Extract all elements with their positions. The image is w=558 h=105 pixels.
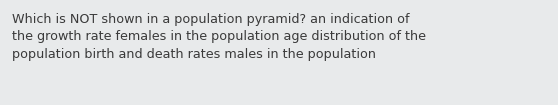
Text: Which is NOT shown in a population pyramid? an indication of
the growth rate fem: Which is NOT shown in a population pyram… [12, 13, 426, 61]
